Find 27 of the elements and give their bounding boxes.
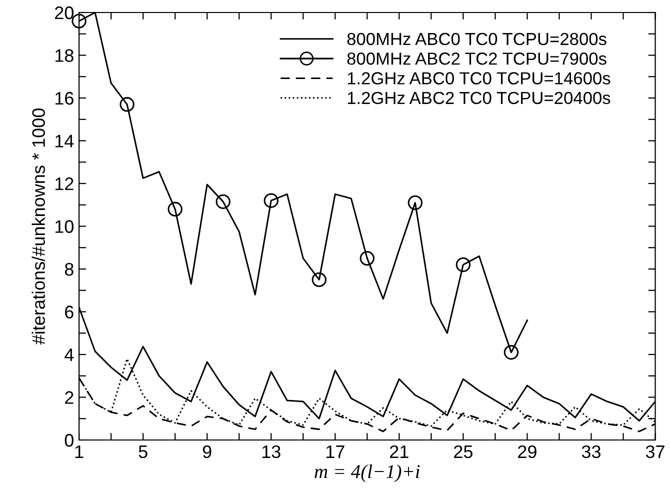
x-tick-label: 5 xyxy=(138,446,148,458)
y-tick-label: 10 xyxy=(55,220,74,233)
x-tick-label: 17 xyxy=(326,446,344,458)
y-tick-label: 2 xyxy=(65,391,74,404)
x-tick-label: 9 xyxy=(202,445,212,458)
y-tick-label: 0 xyxy=(64,434,74,447)
x-tick-label: 37 xyxy=(646,445,664,458)
x-tick-label: 29 xyxy=(518,445,536,458)
x-tick-label: 33 xyxy=(582,445,600,458)
x-tick-label: 21 xyxy=(390,445,408,458)
x-tick-label: 13 xyxy=(262,445,280,458)
y-tick-label: 16 xyxy=(55,92,74,105)
y-tick-label: 4 xyxy=(64,348,74,362)
y-tick-label: 14 xyxy=(55,134,74,148)
y-tick-label: 12 xyxy=(55,177,74,190)
x-tick-label: 1 xyxy=(75,446,84,458)
legend-label: 1.2GHz ABC2 TC0 TCPU=20400s xyxy=(348,92,610,104)
x-axis-title: m = 4(l−1)+i xyxy=(314,464,420,482)
y-tick-label: 8 xyxy=(64,262,74,276)
legend-label: 1.2GHz ABC0 TC0 TCPU=14600s xyxy=(348,72,610,84)
y-tick-label: 18 xyxy=(55,49,74,62)
y-tick-label: 6 xyxy=(65,306,74,318)
y-axis-title: #iterations/#unknowns * 1000 xyxy=(32,108,45,345)
legend-label: 800MHz ABC0 TC0 TCPU=2800s xyxy=(347,32,606,46)
legend-label: 800MHz ABC2 TC2 TCPU=7900s xyxy=(347,52,606,65)
x-tick-label: 25 xyxy=(454,445,472,458)
y-tick-label: 20 xyxy=(55,6,74,20)
